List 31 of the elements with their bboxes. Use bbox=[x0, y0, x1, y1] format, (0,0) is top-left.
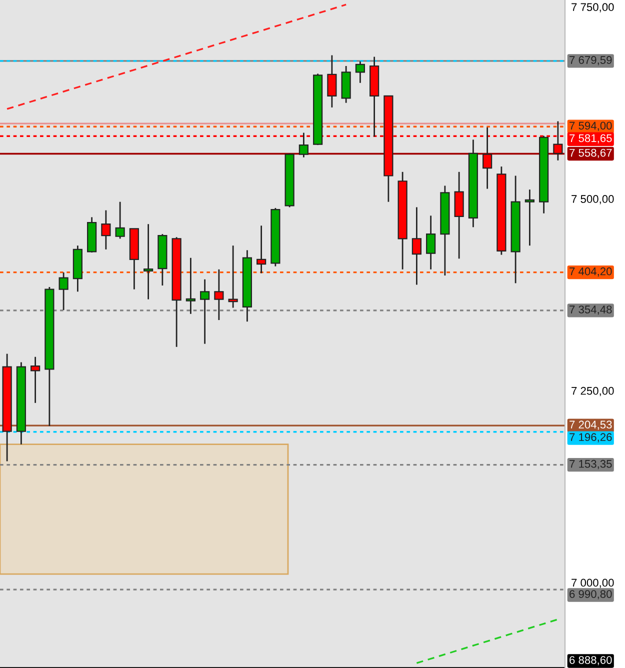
candlestick bbox=[426, 214, 436, 270]
ref-line-label: 6 888,60 bbox=[570, 656, 612, 666]
ref-line-label: 6 990,80 bbox=[570, 590, 612, 600]
y-tick-label: 7 750,00 bbox=[572, 3, 614, 12]
candlestick bbox=[101, 210, 111, 250]
candlestick bbox=[298, 132, 308, 158]
y-tick-label: 7 000,00 bbox=[572, 578, 614, 588]
candlestick bbox=[115, 201, 125, 240]
ref-line-label: 7 196,26 bbox=[570, 433, 612, 442]
ref-line-label: 7 558,67 bbox=[570, 148, 612, 158]
candlestick bbox=[256, 224, 266, 274]
candlestick bbox=[200, 278, 210, 345]
candlestick bbox=[412, 206, 422, 286]
candlestick bbox=[144, 223, 154, 300]
ref-line-label: 7 204,53 bbox=[570, 420, 612, 430]
candlestick bbox=[355, 60, 365, 84]
y-tick-label: 7 250,00 bbox=[572, 386, 614, 396]
ref-line-label: 7 404,20 bbox=[570, 267, 612, 277]
candlestick bbox=[214, 268, 224, 321]
candlestick bbox=[58, 272, 68, 311]
ref-line-label: 7 581,65 bbox=[570, 134, 612, 144]
candlestick bbox=[30, 356, 40, 404]
candlestick bbox=[186, 257, 196, 315]
ref-line-label: 7 354,48 bbox=[570, 306, 612, 315]
ref-line-label: 7 594,00 bbox=[570, 122, 612, 131]
y-tick-label: 7 500,00 bbox=[572, 195, 614, 204]
candlestick bbox=[228, 244, 238, 308]
ref-line-label: 7 679,59 bbox=[570, 56, 612, 66]
candlestick bbox=[327, 54, 337, 108]
ref-line-label: 7 153,35 bbox=[570, 460, 612, 470]
candlestick bbox=[524, 188, 534, 246]
